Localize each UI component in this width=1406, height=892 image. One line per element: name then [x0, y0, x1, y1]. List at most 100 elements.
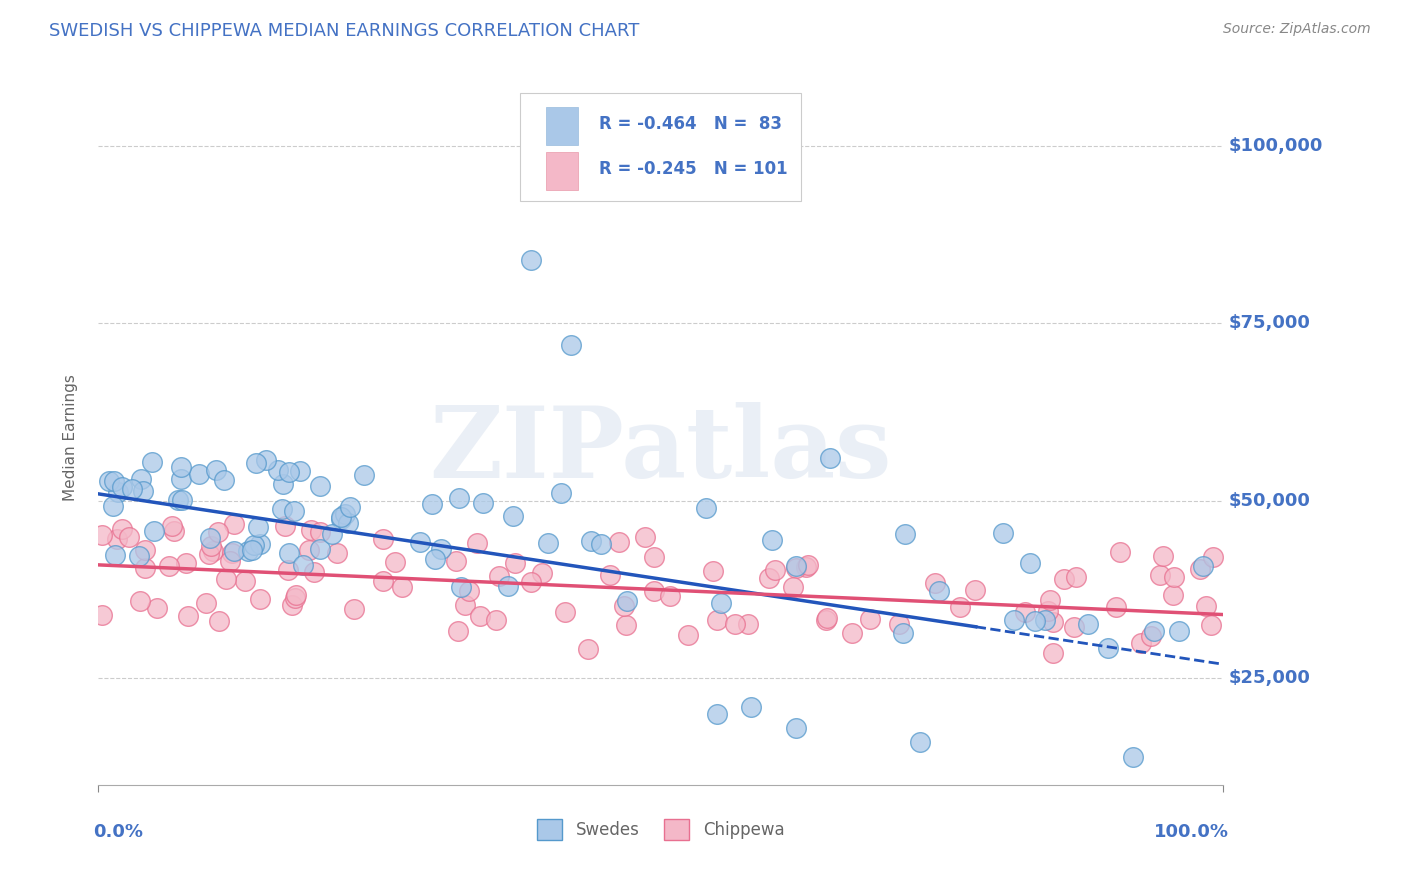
Point	[107, 485, 129, 500]
Point	[101, 499, 124, 513]
Point	[554, 605, 576, 619]
Point	[249, 591, 271, 606]
Point	[560, 338, 582, 352]
Point	[695, 501, 717, 516]
Point	[174, 556, 197, 570]
Point	[1161, 588, 1184, 602]
Point	[277, 563, 299, 577]
Point	[658, 589, 681, 603]
Text: 100.0%: 100.0%	[1154, 823, 1229, 841]
Text: 0.0%: 0.0%	[93, 823, 143, 841]
Point	[794, 559, 817, 574]
Point	[146, 601, 169, 615]
Point	[1105, 600, 1128, 615]
Point	[105, 532, 128, 546]
Point	[467, 536, 489, 550]
Point	[761, 533, 783, 547]
Point	[496, 579, 519, 593]
Point	[270, 501, 292, 516]
Point	[290, 464, 312, 478]
Point	[202, 543, 225, 558]
Point	[128, 549, 150, 564]
Point	[132, 483, 155, 498]
Point	[706, 706, 728, 721]
Point	[256, 453, 278, 467]
Point	[163, 524, 186, 538]
Point	[1163, 570, 1185, 584]
Point	[468, 608, 491, 623]
Point	[291, 558, 314, 573]
FancyBboxPatch shape	[520, 93, 801, 201]
Point	[449, 491, 471, 506]
Point	[550, 485, 572, 500]
Point	[531, 566, 554, 581]
Point	[267, 462, 290, 476]
Point	[298, 543, 321, 558]
Point	[676, 628, 699, 642]
Point	[1199, 617, 1222, 632]
Point	[710, 596, 733, 610]
Point	[1108, 545, 1130, 559]
Point	[277, 546, 299, 560]
Point	[277, 466, 299, 480]
Y-axis label: Median Earnings: Median Earnings	[63, 374, 77, 500]
Point	[240, 542, 263, 557]
Point	[765, 563, 787, 577]
Point	[160, 519, 183, 533]
Point	[274, 519, 297, 533]
Point	[643, 583, 665, 598]
Point	[118, 530, 141, 544]
Point	[309, 525, 332, 540]
Point	[339, 500, 361, 514]
Point	[634, 530, 657, 544]
Point	[1152, 549, 1174, 564]
Point	[454, 598, 477, 612]
Text: $100,000: $100,000	[1229, 137, 1323, 155]
Point	[1036, 604, 1059, 618]
Point	[1038, 592, 1060, 607]
Point	[242, 538, 264, 552]
Point	[1189, 562, 1212, 576]
Point	[785, 721, 807, 735]
Point	[91, 608, 114, 623]
Point	[613, 599, 636, 614]
Point	[1202, 550, 1225, 565]
Point	[224, 544, 246, 558]
Point	[924, 575, 946, 590]
Point	[208, 615, 231, 629]
Point	[444, 554, 467, 568]
Point	[815, 613, 838, 627]
Point	[233, 574, 256, 588]
Point	[207, 524, 229, 539]
Point	[321, 527, 343, 541]
Point	[1195, 599, 1218, 614]
Point	[894, 526, 917, 541]
Point	[215, 572, 238, 586]
Point	[797, 558, 820, 573]
Point	[1097, 641, 1119, 656]
Point	[785, 560, 807, 574]
Point	[1033, 614, 1056, 628]
Point	[221, 546, 243, 560]
Text: $75,000: $75,000	[1229, 315, 1310, 333]
Point	[172, 493, 194, 508]
Point	[1002, 613, 1025, 627]
Point	[353, 468, 375, 483]
Text: $25,000: $25,000	[1229, 670, 1310, 688]
Point	[195, 596, 218, 610]
Point	[200, 539, 222, 553]
Point	[1149, 568, 1171, 582]
Point	[472, 496, 495, 510]
Point	[205, 463, 228, 477]
Point	[308, 479, 330, 493]
Point	[782, 580, 804, 594]
Point	[391, 580, 413, 594]
Point	[1129, 636, 1152, 650]
Point	[129, 472, 152, 486]
Point	[488, 569, 510, 583]
Point	[1168, 624, 1191, 639]
Point	[371, 532, 394, 546]
Point	[121, 482, 143, 496]
Point	[948, 599, 970, 614]
Point	[1140, 629, 1163, 643]
